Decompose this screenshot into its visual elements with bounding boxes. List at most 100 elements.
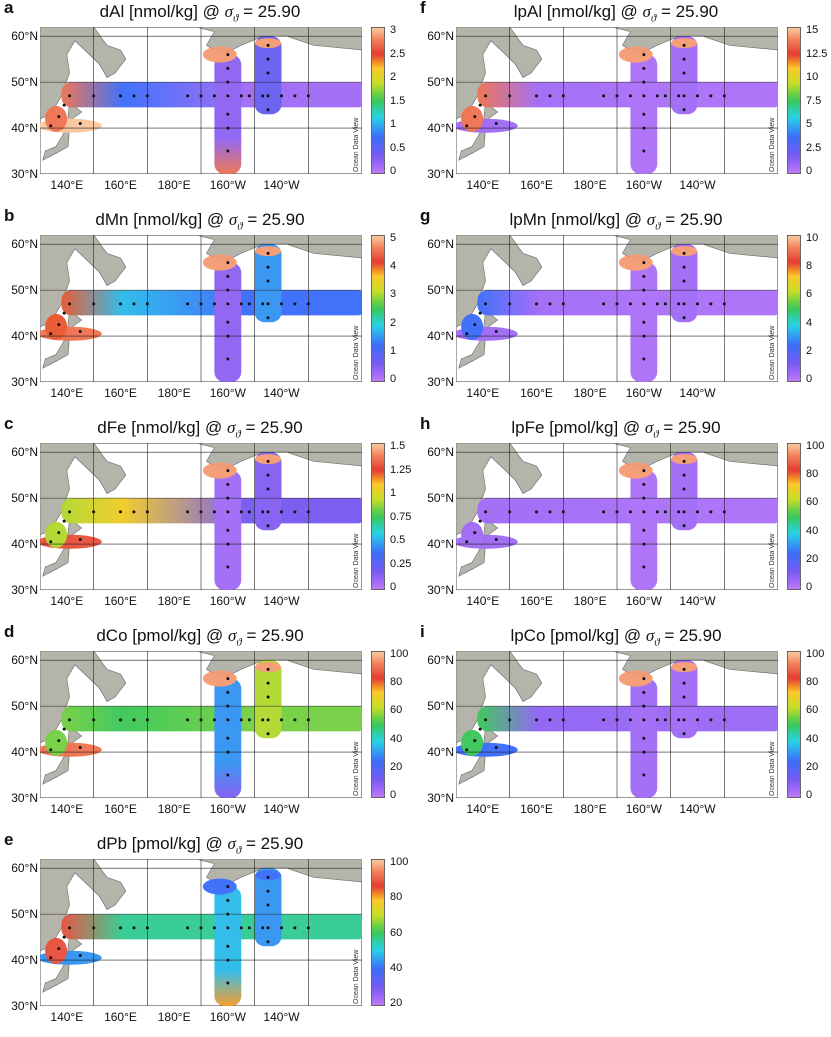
- colorbar-tick: 80: [390, 676, 403, 689]
- station-marker: [655, 302, 659, 306]
- station-marker: [62, 727, 66, 731]
- station-marker: [266, 718, 270, 722]
- station-marker: [266, 71, 270, 75]
- station-marker: [261, 718, 265, 722]
- lat-label: 30°N: [427, 167, 454, 181]
- station-marker: [473, 115, 477, 119]
- station-marker: [655, 94, 659, 98]
- station-marker: [226, 53, 230, 57]
- zonal-transect: [61, 82, 362, 108]
- title-variable: dFe [nmol/kg] @: [97, 418, 227, 437]
- station-marker: [478, 103, 482, 107]
- station-marker: [266, 681, 270, 685]
- station-marker: [628, 302, 632, 306]
- station-marker: [226, 528, 230, 532]
- title-sigma: σ: [642, 2, 651, 21]
- station-marker: [682, 473, 686, 477]
- station-marker: [119, 926, 122, 930]
- station-marker: [682, 487, 686, 491]
- colorbar: [787, 27, 801, 174]
- lon-label: 140°W: [263, 802, 300, 816]
- colorbar-tick: 40: [806, 732, 819, 745]
- station-marker: [642, 677, 646, 681]
- station-marker: [266, 926, 270, 930]
- lon-label: 160°W: [209, 802, 246, 816]
- odv-watermark: Ocean Data View: [353, 325, 360, 380]
- title-sigma-sub: ϑ: [653, 428, 659, 441]
- station-marker: [266, 459, 270, 463]
- title-sigma: σ: [227, 626, 237, 645]
- station-marker: [186, 718, 190, 722]
- meridional-transect-145w: [670, 660, 698, 739]
- station-marker: [561, 510, 565, 514]
- land-japan: [458, 726, 499, 785]
- station-marker: [226, 482, 230, 486]
- station-marker: [57, 947, 61, 951]
- station-marker: [226, 66, 230, 70]
- lat-label: 50°N: [11, 491, 38, 506]
- station-marker: [642, 496, 646, 500]
- station-marker: [677, 510, 681, 514]
- station-marker: [682, 43, 686, 47]
- lat-label: 60°N: [11, 861, 38, 876]
- gulf-alaska-patch: [202, 670, 237, 687]
- lon-label: 160°W: [209, 386, 246, 400]
- station-marker: [280, 302, 283, 306]
- lon-label: 160°E: [104, 802, 137, 816]
- data-field: [40, 660, 362, 798]
- lon-label: 140°E: [466, 386, 500, 400]
- map-panel-i: i lpCo [pmol/kg] @ σϑ = 25.90 60°N 50°N 40°N…: [416, 622, 826, 829]
- station-marker: [722, 510, 726, 514]
- station-marker: [78, 745, 82, 749]
- station-marker: [663, 302, 667, 306]
- station-marker: [119, 510, 122, 514]
- colorbar-tick: 4: [806, 316, 813, 329]
- station-marker: [68, 718, 72, 722]
- colorbar-tick: 100: [390, 856, 409, 868]
- colorbar-tick: 1: [390, 118, 397, 130]
- station-marker: [548, 718, 552, 722]
- lat-label: 50°N: [427, 75, 454, 90]
- colorbar-tick: 80: [390, 891, 403, 904]
- station-marker: [266, 108, 270, 112]
- title-variable: lpCo [pmol/kg] @: [510, 626, 646, 645]
- station-marker: [266, 473, 270, 477]
- zonal-transect: [477, 706, 778, 732]
- station-marker: [465, 332, 469, 336]
- lon-label: 160°W: [625, 178, 662, 192]
- colorbar-tick: 2.5: [390, 47, 406, 60]
- station-marker: [615, 94, 619, 98]
- station-marker: [548, 510, 552, 514]
- station-marker: [226, 510, 230, 514]
- lon-label: 180°E: [573, 178, 607, 192]
- station-marker: [602, 510, 606, 514]
- title-value: = 25.90: [656, 2, 719, 21]
- title-value: = 25.90: [659, 626, 722, 645]
- station-marker: [561, 94, 565, 98]
- station-marker: [247, 94, 251, 98]
- lat-label: 30°N: [11, 999, 38, 1013]
- station-marker: [145, 94, 149, 98]
- data-field: [40, 244, 362, 382]
- panel-title: lpAl [nmol/kg] @ σϑ = 25.90: [416, 2, 816, 24]
- lat-label: 40°N: [427, 537, 454, 552]
- station-marker: [186, 510, 190, 514]
- station-marker: [677, 94, 681, 98]
- station-marker: [78, 953, 82, 957]
- title-sigma-sub: ϑ: [655, 220, 661, 233]
- station-marker: [78, 537, 82, 541]
- station-marker: [239, 302, 243, 306]
- station-marker: [78, 329, 82, 333]
- station-marker: [226, 542, 230, 546]
- alaska-shelf-patch: [255, 454, 282, 465]
- station-marker: [226, 912, 230, 916]
- station-marker: [239, 718, 243, 722]
- station-marker: [199, 94, 203, 98]
- station-marker: [226, 80, 230, 84]
- panel-title: dPb [pmol/kg] @ σϑ = 25.90: [0, 834, 400, 856]
- station-marker: [266, 316, 270, 320]
- station-marker: [57, 323, 61, 327]
- station-marker: [226, 126, 230, 130]
- colorbar-tick: 100: [806, 648, 825, 660]
- panel-label: a: [4, 0, 14, 17]
